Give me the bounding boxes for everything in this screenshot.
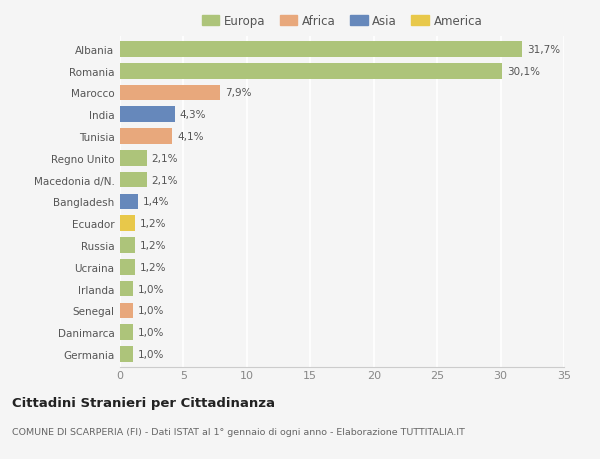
Bar (120, 216, 135, 231)
Text: 7,9%: 7,9% (225, 88, 252, 98)
Bar (120, 347, 133, 362)
Bar (120, 238, 135, 253)
Bar (120, 107, 175, 123)
Text: 30,1%: 30,1% (507, 67, 540, 77)
Bar (120, 281, 133, 297)
Text: 31,7%: 31,7% (527, 45, 560, 55)
Text: 4,1%: 4,1% (177, 132, 203, 142)
Text: 1,0%: 1,0% (138, 327, 164, 337)
Bar (120, 325, 133, 340)
Bar (120, 194, 138, 210)
Text: 1,0%: 1,0% (138, 284, 164, 294)
Text: 4,3%: 4,3% (179, 110, 206, 120)
Bar (120, 173, 146, 188)
Text: COMUNE DI SCARPERIA (FI) - Dati ISTAT al 1° gennaio di ogni anno - Elaborazione : COMUNE DI SCARPERIA (FI) - Dati ISTAT al… (12, 427, 465, 436)
Text: 2,1%: 2,1% (152, 153, 178, 163)
Text: 2,1%: 2,1% (152, 175, 178, 185)
Bar (120, 129, 172, 145)
Text: 1,2%: 1,2% (140, 262, 167, 272)
Text: Cittadini Stranieri per Cittadinanza: Cittadini Stranieri per Cittadinanza (12, 396, 275, 409)
Bar (120, 303, 133, 319)
Text: 1,4%: 1,4% (143, 197, 169, 207)
Text: 1,0%: 1,0% (138, 306, 164, 316)
Legend: Europa, Africa, Asia, America: Europa, Africa, Asia, America (197, 11, 487, 33)
Text: 1,0%: 1,0% (138, 349, 164, 359)
Bar (120, 42, 522, 57)
Bar (120, 259, 135, 275)
Bar (120, 64, 502, 79)
Bar (120, 151, 146, 166)
Text: 1,2%: 1,2% (140, 241, 167, 251)
Bar (120, 85, 220, 101)
Text: 1,2%: 1,2% (140, 218, 167, 229)
